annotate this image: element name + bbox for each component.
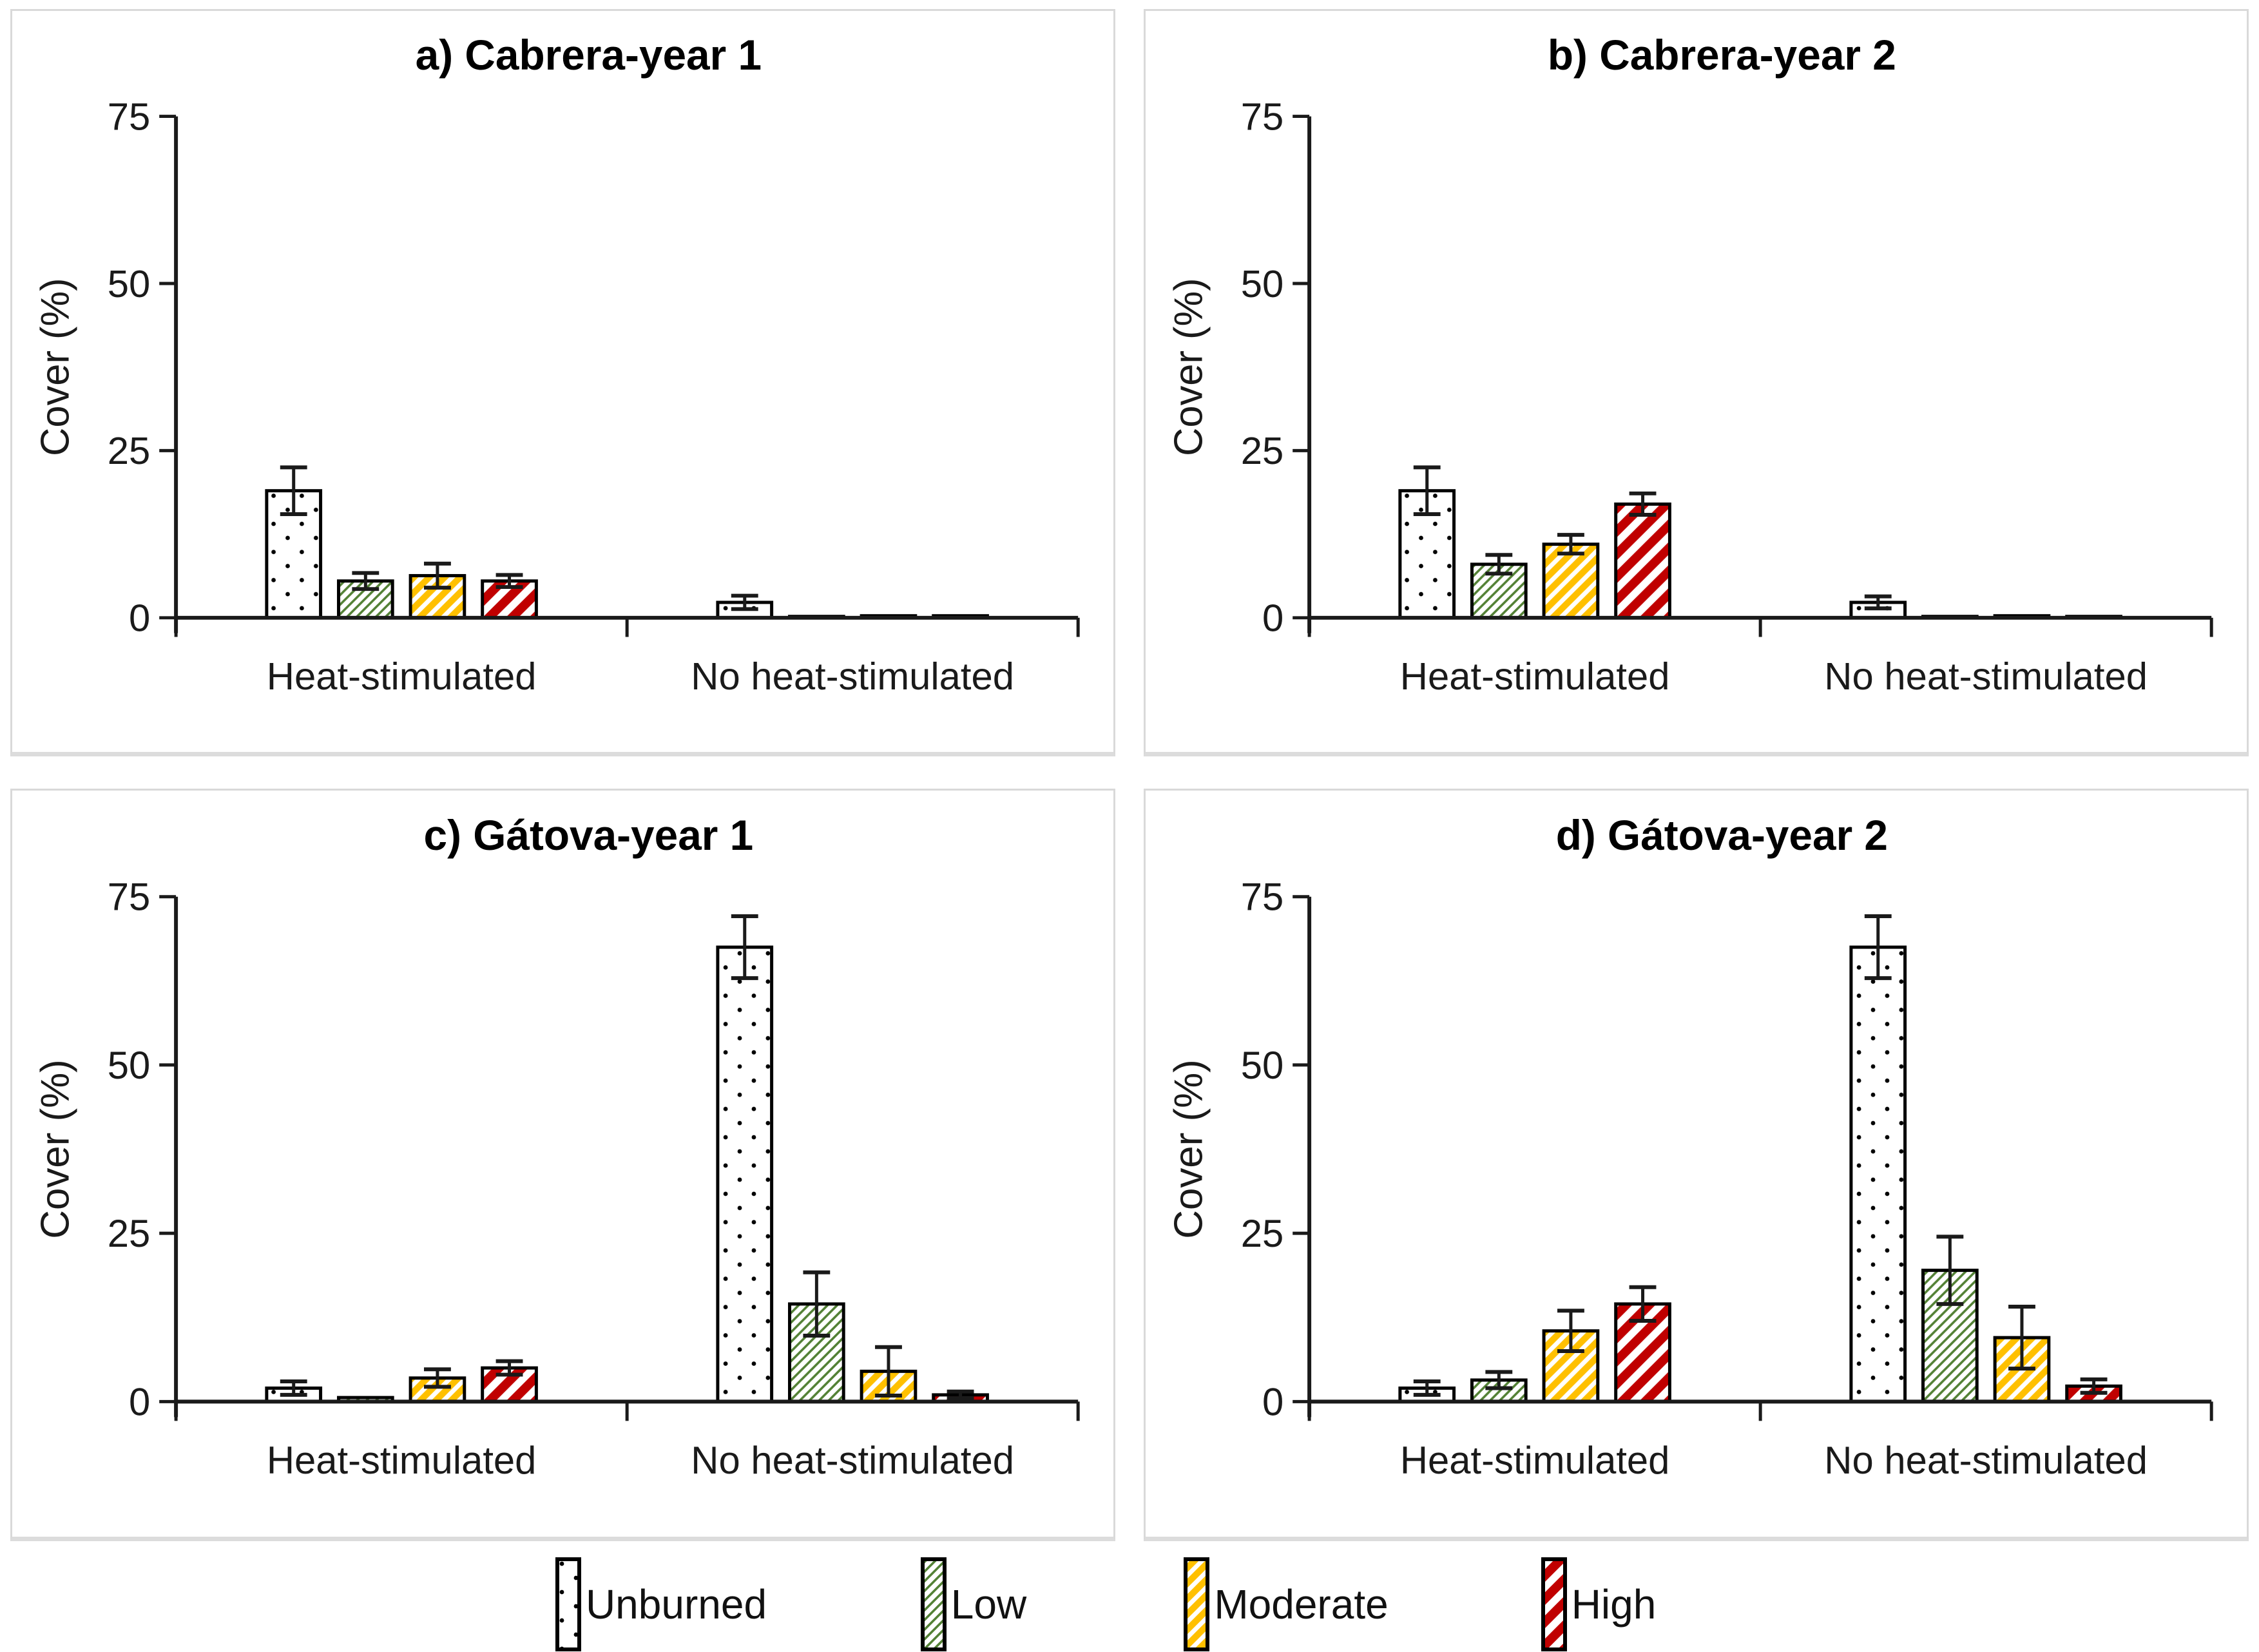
bar-unburned-1 bbox=[716, 945, 774, 1403]
category-label: No heat-stimulated bbox=[1824, 655, 2148, 698]
y-tick-label: 50 bbox=[1241, 1044, 1284, 1087]
y-tick-label: 0 bbox=[129, 597, 150, 640]
panel-b: 0 25 50 75 Heat-stimulated No heat-stimulated… bbox=[1144, 9, 2249, 756]
chart-cabrera-year-1: 0 25 50 75 Heat-stimulated No heat-stimulated… bbox=[34, 32, 1080, 698]
category-label: Heat-stimulated bbox=[1400, 655, 1670, 698]
bars bbox=[265, 489, 989, 620]
y-tick-label: 75 bbox=[1241, 876, 1284, 919]
bar-unburned-1 bbox=[1849, 945, 1907, 1403]
panel-title: b) Cabrera-year 2 bbox=[1548, 32, 1896, 79]
legend-item-unburned: Unburned bbox=[505, 1557, 817, 1652]
panel-a: 0 25 50 75 Heat-stimulated No heat-stimulated… bbox=[10, 9, 1115, 756]
category-label: No heat-stimulated bbox=[691, 1439, 1014, 1482]
bars bbox=[1398, 945, 2122, 1403]
axes: 0 25 50 75 bbox=[1241, 95, 2213, 640]
legend: Unburned Low Moderate High bbox=[10, 1557, 2249, 1652]
category-label: Heat-stimulated bbox=[267, 655, 537, 698]
legend-item-moderate: Moderate bbox=[1130, 1557, 1442, 1652]
panel-title: d) Gátova-year 2 bbox=[1556, 811, 1888, 859]
panel-c: 0 25 50 75 Heat-stimulated No heat-stimulated… bbox=[10, 789, 1115, 1541]
y-tick-label: 75 bbox=[108, 876, 151, 919]
y-axis-label: Cover (%) bbox=[34, 278, 78, 456]
legend-item-high: High bbox=[1442, 1557, 1754, 1652]
error-bars bbox=[1413, 914, 2108, 1397]
y-tick-label: 50 bbox=[1241, 262, 1283, 305]
unburned-swatch-icon bbox=[555, 1557, 581, 1651]
category-label: No heat-stimulated bbox=[691, 655, 1014, 698]
axes: 0 25 50 75 bbox=[108, 876, 1080, 1423]
y-tick-label: 25 bbox=[108, 1212, 151, 1255]
legend-label-low: Low bbox=[950, 1581, 1027, 1628]
y-tick-label: 0 bbox=[1262, 597, 1283, 640]
category-label: Heat-stimulated bbox=[267, 1439, 537, 1482]
legend-item-low: Low bbox=[817, 1557, 1130, 1652]
y-tick-label: 75 bbox=[108, 95, 150, 139]
chart-cabrera-year-2: 0 25 50 75 Heat-stimulated No heat-stimulated… bbox=[1167, 32, 2213, 698]
legend-label-unburned: Unburned bbox=[585, 1581, 767, 1628]
panel-grid: 0 25 50 75 Heat-stimulated No heat-stimulated… bbox=[10, 9, 2249, 1541]
y-axis-label: Cover (%) bbox=[1167, 278, 1211, 456]
panel-title: c) Gátova-year 1 bbox=[424, 811, 754, 859]
moderate-swatch-icon bbox=[1184, 1557, 1210, 1651]
y-axis-label: Cover (%) bbox=[34, 1059, 78, 1239]
axes: 0 25 50 75 bbox=[108, 95, 1080, 640]
bars bbox=[265, 945, 989, 1403]
axes: 0 25 50 75 bbox=[1241, 876, 2213, 1423]
category-label: Heat-stimulated bbox=[1400, 1439, 1670, 1482]
y-tick-label: 50 bbox=[108, 1044, 151, 1087]
high-swatch-icon bbox=[1541, 1557, 1567, 1651]
chart-gatova-year-2: 0 25 50 75 Heat-stimulated No heat-stimulated… bbox=[1167, 811, 2213, 1482]
bar-moderate-0 bbox=[1542, 543, 1600, 620]
error-bars bbox=[280, 465, 758, 611]
y-tick-label: 0 bbox=[129, 1380, 150, 1423]
panel-d: 0 25 50 75 Heat-stimulated No heat-stimulated… bbox=[1144, 789, 2249, 1541]
error-bars bbox=[1413, 465, 1892, 611]
y-axis-label: Cover (%) bbox=[1167, 1059, 1211, 1239]
low-swatch-icon bbox=[920, 1557, 947, 1651]
error-bars bbox=[280, 914, 974, 1401]
category-label: No heat-stimulated bbox=[1824, 1439, 2148, 1482]
bar-high-0 bbox=[1614, 502, 1671, 620]
y-tick-label: 50 bbox=[108, 262, 150, 305]
legend-label-high: High bbox=[1571, 1581, 1657, 1628]
y-tick-label: 0 bbox=[1262, 1380, 1283, 1423]
y-tick-label: 75 bbox=[1241, 95, 1283, 139]
y-tick-label: 25 bbox=[1241, 429, 1283, 472]
bar-high-0 bbox=[481, 579, 538, 620]
legend-label-moderate: Moderate bbox=[1214, 1581, 1389, 1628]
y-tick-label: 25 bbox=[108, 429, 150, 472]
panel-title: a) Cabrera-year 1 bbox=[416, 32, 762, 79]
chart-gatova-year-1: 0 25 50 75 Heat-stimulated No heat-stimulated… bbox=[34, 811, 1080, 1482]
y-tick-label: 25 bbox=[1241, 1212, 1284, 1255]
